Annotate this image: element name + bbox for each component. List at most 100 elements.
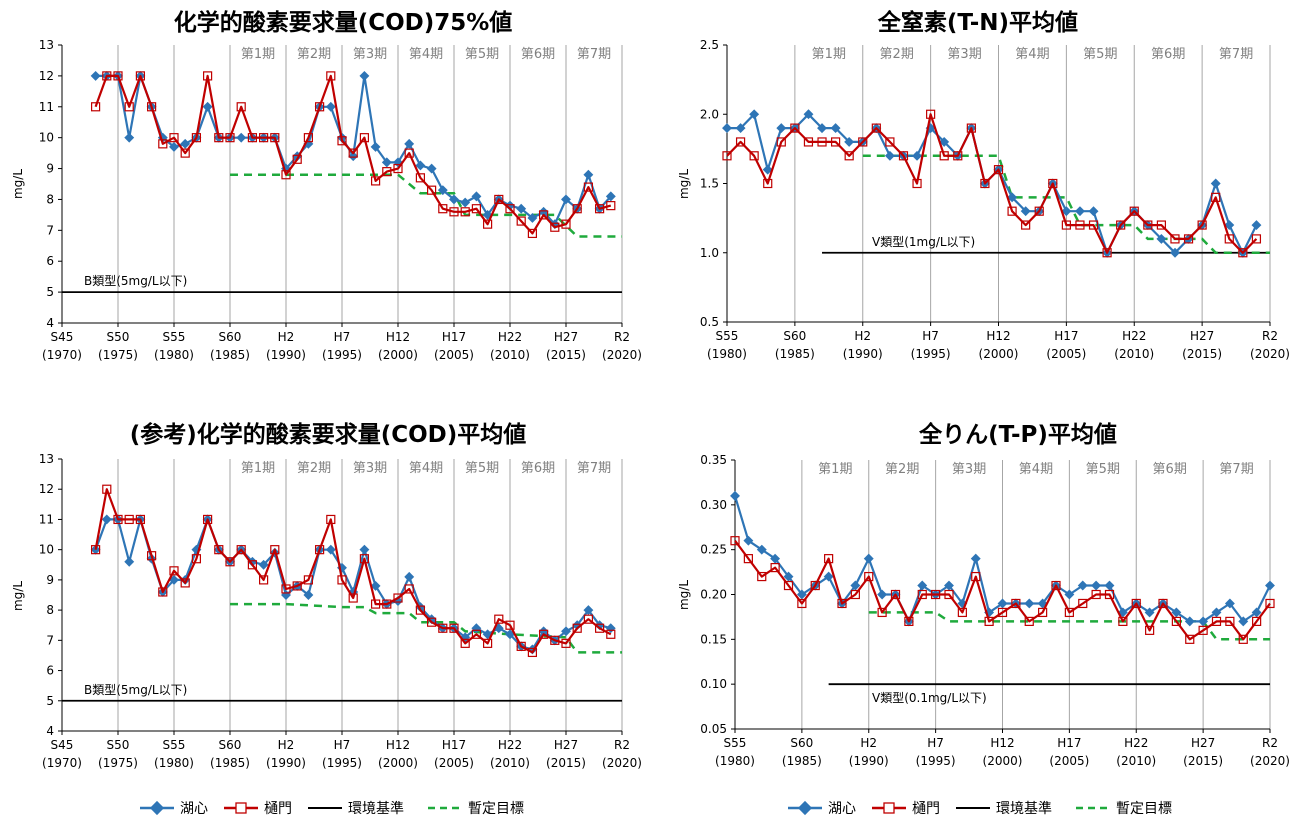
y-tick-label: 12 [39, 482, 54, 496]
x-tick-year-label: (1995) [911, 347, 951, 361]
gate-point [404, 148, 414, 158]
x-tick-era-label: H7 [334, 330, 351, 344]
x-tick-year-label: (2015) [546, 348, 586, 362]
gate-point [1078, 598, 1088, 609]
x-tick-era-label: H17 [1054, 329, 1078, 343]
gate-point [169, 566, 179, 576]
x-tick-year-label: (1995) [322, 348, 362, 362]
lake-center-point [783, 571, 794, 582]
lake-center-point [505, 200, 515, 211]
x-tick-era-label: R2 [1262, 736, 1278, 750]
lake-center-point [863, 553, 874, 564]
gate-point [359, 133, 369, 143]
gate-point [348, 593, 358, 603]
target-line [862, 154, 1270, 255]
gate-point [1075, 220, 1085, 230]
x-tick-era-label: H27 [1191, 736, 1215, 750]
gate-point [538, 210, 549, 220]
gate-point [1238, 248, 1248, 258]
gate-point [864, 571, 874, 582]
period-label: 第3期 [947, 47, 981, 62]
gate-point [113, 514, 123, 525]
lake-center-point [426, 614, 437, 625]
gate-point [371, 176, 381, 186]
y-tick-label: 2.0 [700, 107, 719, 121]
x-tick-era-label: H7 [334, 738, 351, 752]
lake-center-point [426, 163, 437, 174]
lake-center-point [1024, 598, 1035, 609]
gate-point [326, 71, 336, 81]
gate-point [124, 514, 134, 525]
x-tick-era-label: H17 [442, 738, 466, 752]
gate-point [1238, 634, 1248, 644]
x-tick-year-label: (2020) [602, 756, 642, 770]
period-label: 第4期 [1015, 47, 1049, 62]
lake-center-line [94, 518, 612, 651]
lake-center-point [1251, 220, 1262, 231]
gate-point [550, 635, 560, 645]
gate-point [757, 571, 767, 582]
gate-point [236, 545, 246, 555]
gate-point [1197, 220, 1207, 230]
gate-point [191, 133, 201, 143]
target-line [868, 611, 1270, 641]
lake-center-point [359, 70, 370, 81]
gate-point [147, 102, 157, 112]
x-tick-year-label: (1985) [210, 756, 250, 770]
x-tick-era-label: S60 [219, 330, 242, 344]
lake-center-point [722, 123, 732, 134]
x-tick-era-label: S55 [724, 736, 747, 750]
gate-point [158, 139, 168, 149]
x-tick-era-label: H17 [1057, 736, 1081, 750]
gate-point [438, 623, 448, 633]
x-tick-year-label: (1990) [266, 756, 306, 770]
period-label: 第3期 [952, 462, 986, 477]
standard-label: B類型(5mg/L以下) [84, 683, 187, 697]
legend-standard-label: 環境基準 [348, 800, 404, 817]
y-tick-label: 5 [46, 694, 54, 708]
legend-lake-center-label: 湖心 [828, 801, 856, 817]
x-tick-year-label: (1995) [916, 754, 956, 768]
chart-title: 化学的酸素要求量(COD)75%値 [174, 9, 513, 36]
period-label: 第5期 [1086, 462, 1120, 477]
lake-center-point [583, 169, 594, 180]
lake-center-point [325, 101, 336, 112]
gate-point [527, 228, 538, 239]
y-tick-label: 9 [46, 573, 54, 587]
gate-point [877, 607, 887, 618]
x-tick-era-label: S50 [107, 738, 130, 752]
y-tick-label: 2.5 [700, 38, 719, 52]
gate-point [214, 133, 224, 143]
legend-gate-marker [883, 802, 895, 814]
chart-title: 全窒素(T-N)平均値 [877, 9, 1078, 36]
x-tick-era-label: H17 [442, 330, 466, 344]
gate-point [147, 551, 157, 561]
y-tick-label: 7 [46, 633, 54, 647]
x-tick-era-label: H12 [986, 329, 1010, 343]
lake-center-point [370, 141, 381, 152]
period-label: 第3期 [353, 461, 387, 476]
gate-point [912, 178, 922, 189]
x-tick-era-label: R2 [614, 330, 630, 344]
gate-point [1131, 598, 1141, 609]
gate-point [449, 623, 459, 633]
gate-point [1171, 616, 1181, 627]
gate-point [180, 148, 190, 158]
gate-point [259, 575, 269, 585]
gate-point [102, 71, 112, 81]
gate-point [135, 514, 145, 525]
target-line [230, 173, 622, 238]
gate-point [214, 545, 224, 555]
period-label: 第1期 [241, 461, 275, 476]
gate-point [1265, 598, 1275, 609]
gate-point [1104, 589, 1115, 600]
x-tick-era-label: H22 [498, 738, 522, 752]
gate-point [337, 575, 347, 585]
lake-center-point [1184, 616, 1195, 627]
y-tick-label: 1.0 [700, 246, 719, 260]
gate-point [337, 136, 347, 146]
x-tick-era-label: H7 [927, 736, 944, 750]
x-tick-era-label: H7 [922, 329, 939, 343]
gate-point [527, 647, 538, 658]
